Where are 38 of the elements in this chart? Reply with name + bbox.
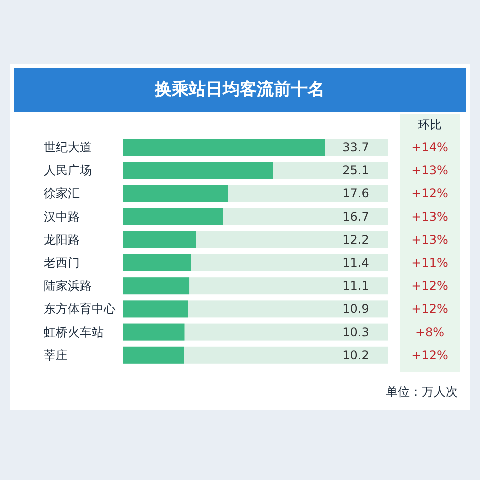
chart-title: 换乘站日均客流前十名	[154, 80, 325, 100]
data-label: 10.3	[342, 325, 370, 340]
text: +13%	[412, 232, 448, 247]
y-tick-label: 陆家浜路	[44, 279, 92, 294]
data-label: 33.7	[342, 140, 370, 154]
text: 环比	[418, 118, 442, 132]
y-tick-label: 虹桥火车站	[44, 325, 104, 340]
y-tick-label: 老西门	[44, 256, 80, 270]
y-tick-label: 人民广场	[44, 164, 92, 178]
y-tick-label: 东方体育中心	[44, 302, 116, 316]
data-label: 11.1	[342, 279, 370, 294]
bar	[123, 300, 188, 318]
text: 单位：万人次	[386, 385, 458, 399]
data-label: 16.7	[342, 210, 370, 224]
y-tick-label: 龙阳路	[44, 232, 80, 247]
data-label: 10.9	[342, 302, 370, 316]
data-label: 10.2	[342, 348, 370, 362]
data-label: 25.1	[342, 164, 370, 178]
y-tick-label: 莘庄	[44, 348, 68, 362]
y-tick-label: 徐家汇	[44, 186, 80, 201]
text: +12%	[412, 348, 448, 362]
text: +12%	[412, 186, 448, 201]
bar	[123, 346, 184, 364]
bar	[123, 278, 190, 295]
y-tick-label: 汉中路	[44, 210, 80, 224]
text: +13%	[412, 210, 448, 224]
text: +13%	[412, 164, 448, 178]
text: +8%	[415, 325, 445, 340]
data-label: 12.2	[342, 232, 370, 247]
data-label: 11.4	[342, 256, 370, 270]
text: +12%	[412, 279, 448, 294]
text: +14%	[412, 140, 448, 154]
text: +11%	[412, 256, 448, 270]
bar	[123, 231, 196, 248]
text: +12%	[412, 302, 448, 316]
y-tick-label: 世纪大道	[44, 140, 92, 154]
data-label: 17.6	[342, 186, 370, 201]
bar	[123, 324, 185, 341]
